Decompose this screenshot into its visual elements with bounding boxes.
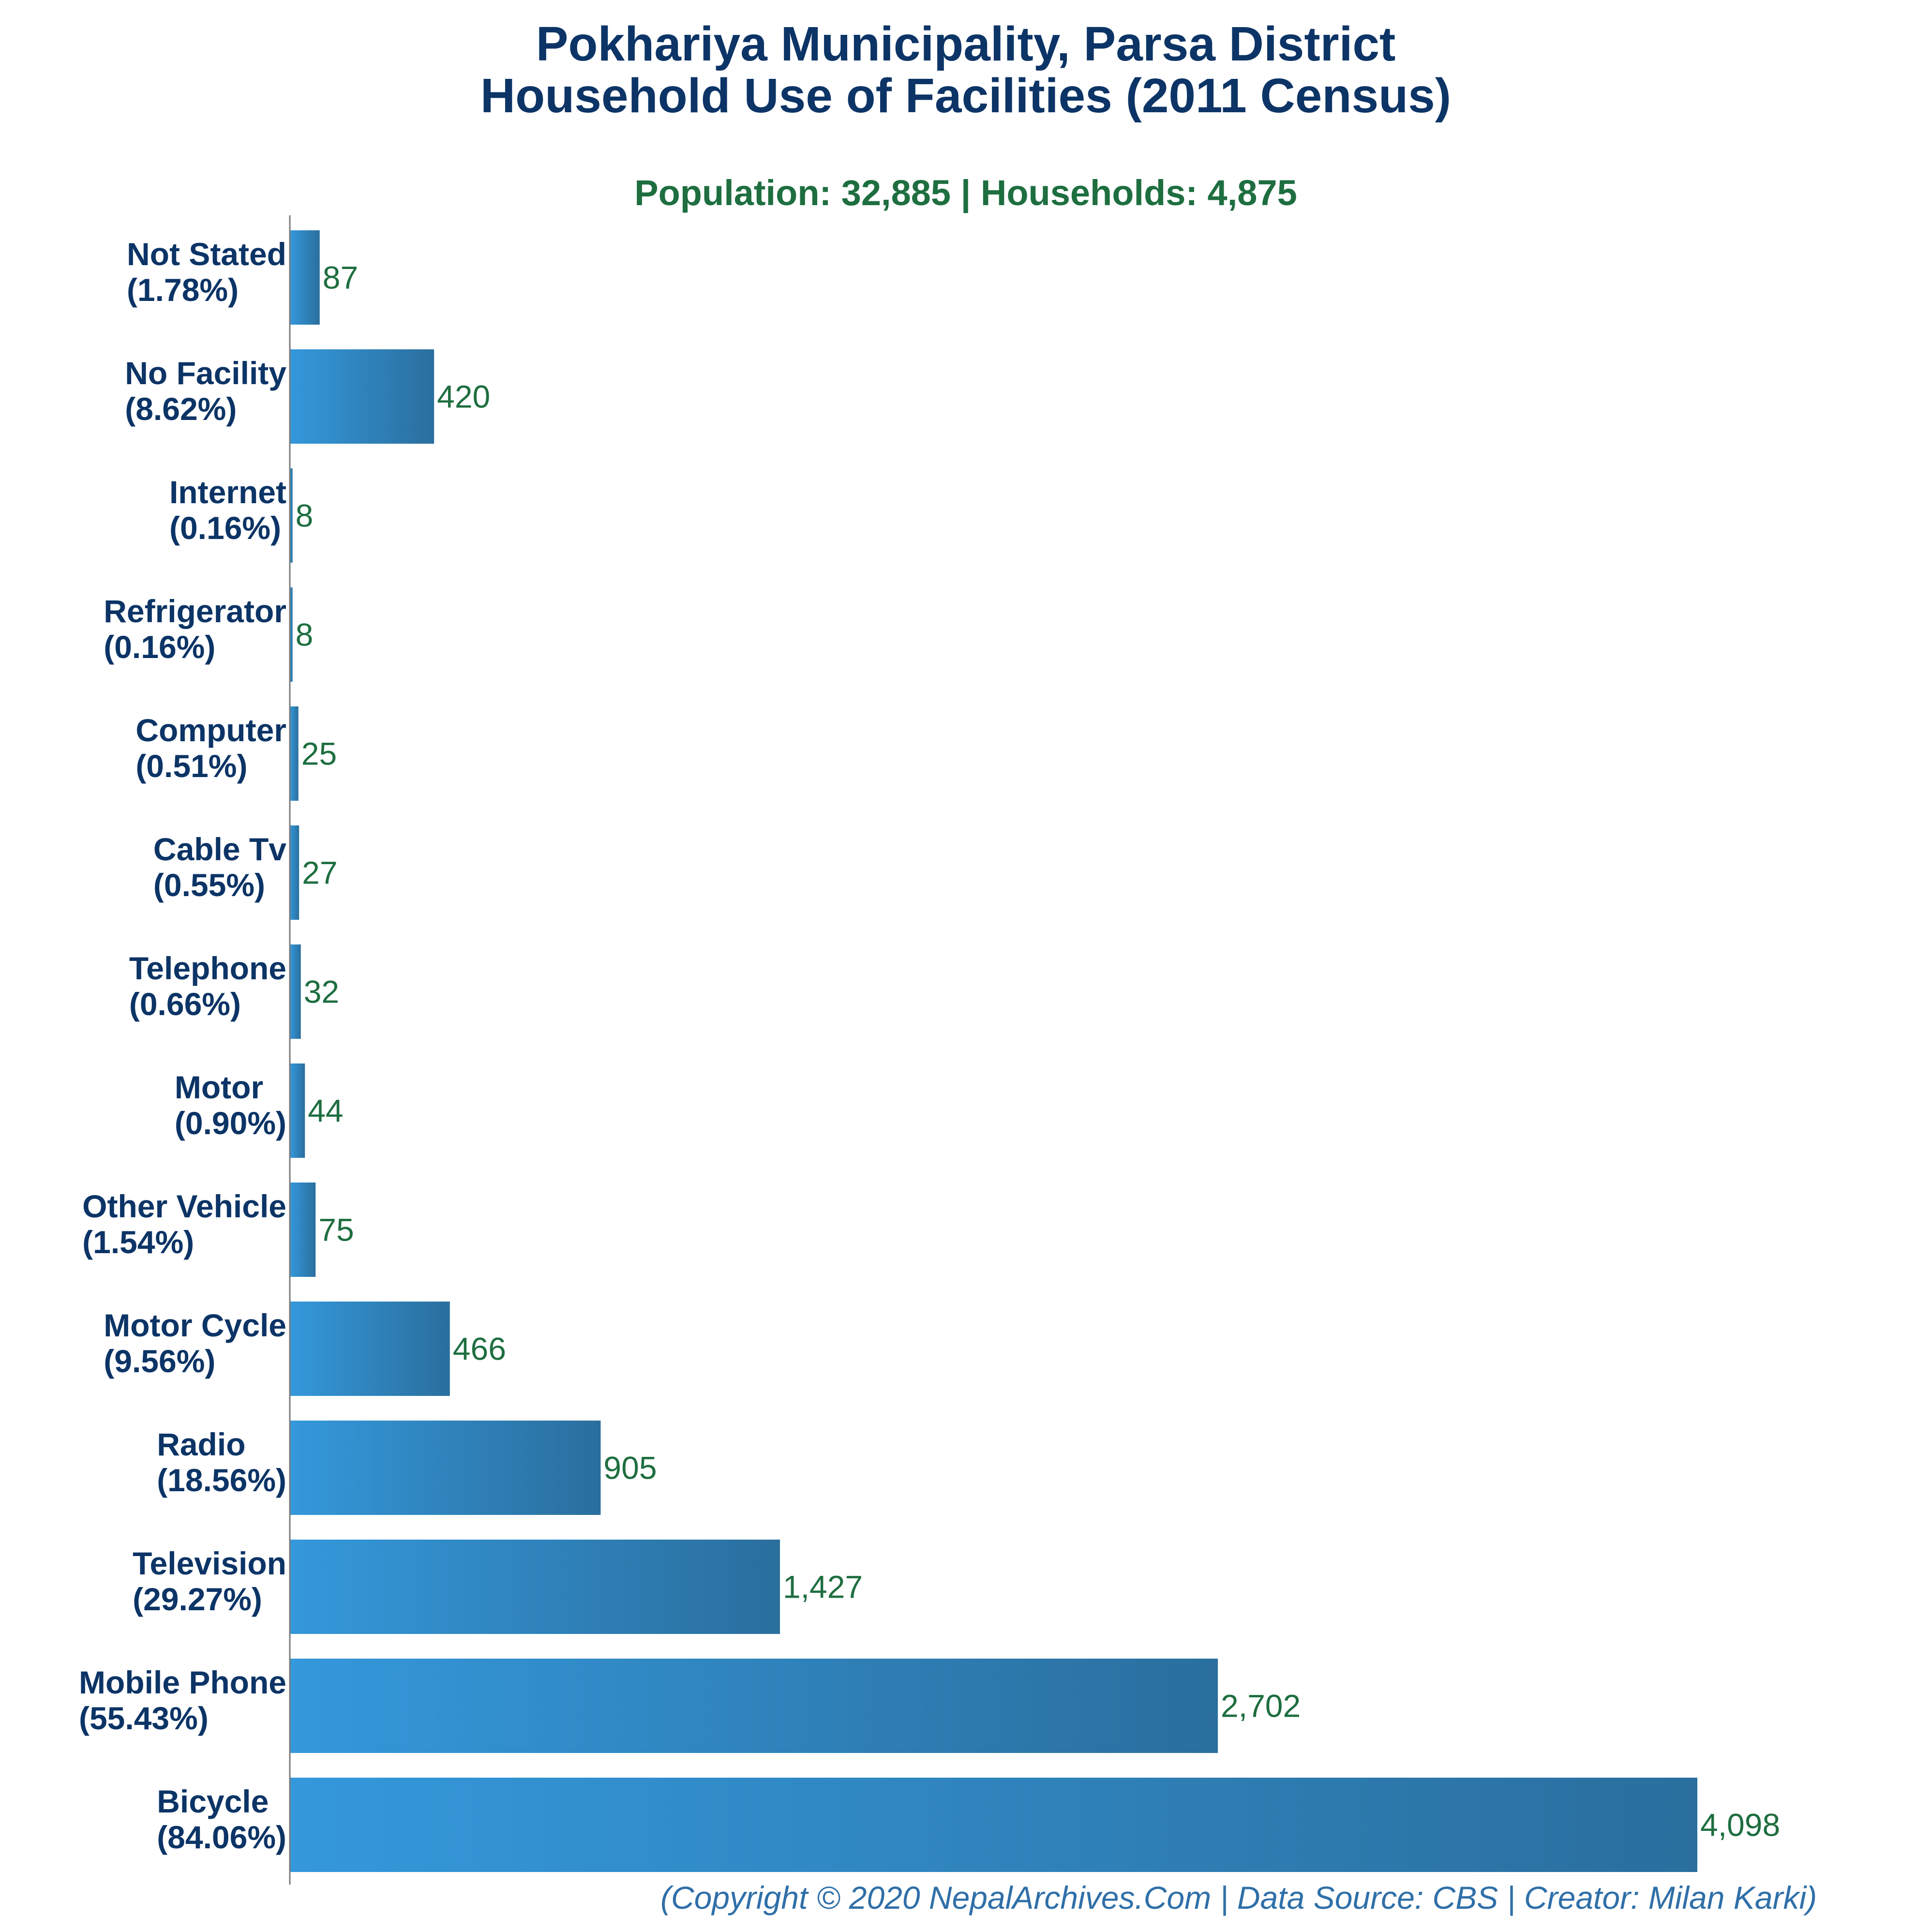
category-label: Other Vehicle(1.54%)	[82, 1188, 286, 1260]
category-name: Motor	[175, 1069, 263, 1105]
bar-no-facility	[290, 349, 434, 444]
category-label: Telephone(0.66%)	[129, 950, 286, 1022]
category-name: Other Vehicle	[82, 1188, 286, 1224]
category-percent: (55.43%)	[79, 1700, 209, 1736]
bar-refrigerator	[290, 587, 293, 682]
value-label: 8	[296, 498, 314, 534]
category-name: Mobile Phone	[79, 1664, 286, 1700]
category-percent: (0.55%)	[153, 867, 265, 903]
value-label: 1,427	[783, 1569, 863, 1605]
bar-motor-cycle	[290, 1302, 450, 1396]
bar-mobile-phone	[290, 1659, 1218, 1753]
category-percent: (0.90%)	[175, 1105, 286, 1141]
chart-title-line-2: Household Use of Facilities (2011 Census…	[480, 69, 1451, 123]
bar-cable-tv	[290, 825, 300, 920]
value-label: 8	[296, 617, 314, 653]
category-name: Radio	[157, 1426, 245, 1462]
category-percent: (29.27%)	[133, 1581, 262, 1617]
category-name: Telephone	[129, 950, 286, 986]
bar-internet	[290, 468, 293, 563]
bar-not-stated	[290, 230, 320, 325]
category-name: Motor Cycle	[104, 1307, 286, 1343]
category-percent: (0.66%)	[129, 986, 241, 1022]
bar-radio	[290, 1421, 601, 1515]
category-labels: Not Stated(1.78%) No Facility(8.62%) Inter…	[79, 236, 286, 1855]
category-percent: (1.78%)	[127, 272, 239, 308]
category-name: No Facility	[125, 355, 286, 391]
chart-subtitle: Population: 32,885 | Households: 4,875	[634, 173, 1297, 213]
bars-layer	[290, 230, 1697, 1872]
category-percent: (0.16%)	[104, 629, 215, 665]
value-label: 905	[603, 1450, 657, 1486]
category-percent: (0.16%)	[169, 510, 281, 546]
category-label: Refrigerator(0.16%)	[104, 593, 286, 665]
bar-other-vehicle	[290, 1183, 316, 1277]
category-label: Not Stated(1.78%)	[127, 236, 286, 308]
footer-credits: (Copyright © 2020 NepalArchives.Com | Da…	[660, 1880, 1817, 1917]
value-label: 75	[318, 1212, 354, 1248]
category-name: Television	[133, 1545, 286, 1581]
category-percent: (18.56%)	[157, 1462, 286, 1498]
category-name: Refrigerator	[104, 593, 286, 629]
value-label: 27	[302, 855, 337, 891]
category-percent: (0.51%)	[135, 748, 247, 784]
category-percent: (8.62%)	[125, 391, 237, 427]
value-label: 32	[304, 974, 339, 1010]
bar-television	[290, 1540, 780, 1634]
bar-bicycle	[290, 1778, 1697, 1872]
category-label: Mobile Phone(55.43%)	[79, 1664, 286, 1736]
category-label: Internet(0.16%)	[169, 474, 286, 546]
value-label: 25	[301, 736, 337, 772]
value-labels: 87 420 8 8 25 27 32 44 75 466 905 1,427 2,702 4,098	[296, 260, 1780, 1843]
category-name: Internet	[169, 474, 286, 510]
category-label: Motor Cycle(9.56%)	[104, 1307, 286, 1379]
bar-telephone	[290, 944, 301, 1039]
value-label: 2,702	[1221, 1688, 1301, 1724]
category-percent: (9.56%)	[104, 1343, 215, 1379]
category-percent: (84.06%)	[157, 1819, 286, 1855]
category-name: Computer	[135, 712, 286, 748]
value-label: 4,098	[1700, 1807, 1780, 1843]
category-name: Bicycle	[157, 1783, 269, 1819]
value-label: 420	[437, 379, 490, 415]
bar-motor	[290, 1063, 305, 1158]
category-label: Computer(0.51%)	[135, 712, 286, 784]
value-label: 44	[308, 1093, 343, 1129]
bar-computer	[290, 706, 299, 801]
value-label: 466	[453, 1331, 506, 1367]
category-name: Not Stated	[127, 236, 286, 272]
category-label: Bicycle(84.06%)	[157, 1783, 286, 1855]
category-name: Cable Tv	[153, 831, 286, 867]
category-label: Television(29.27%)	[133, 1545, 286, 1617]
category-label: Cable Tv(0.55%)	[153, 831, 286, 903]
category-percent: (1.54%)	[82, 1224, 194, 1260]
value-label: 87	[323, 260, 358, 296]
category-label: Motor(0.90%)	[175, 1069, 286, 1141]
category-label: No Facility(8.62%)	[125, 355, 286, 427]
category-label: Radio(18.56%)	[157, 1426, 286, 1498]
chart-title-line-1: Pokhariya Municipality, Parsa District	[536, 17, 1396, 71]
